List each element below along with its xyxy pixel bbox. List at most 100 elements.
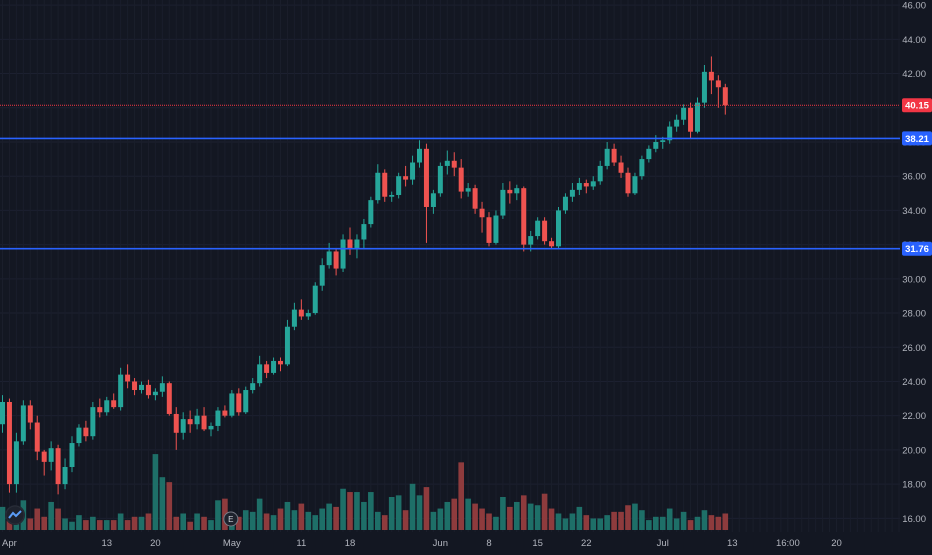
volume-bar — [590, 518, 597, 530]
candle-body — [326, 251, 332, 266]
earnings-marker-circle[interactable] — [223, 511, 239, 527]
volume-bar — [625, 505, 631, 530]
candle-body — [201, 415, 207, 430]
volume-bar — [416, 495, 423, 530]
candle-body — [145, 384, 151, 396]
volume-bar — [444, 501, 451, 530]
volume-bar — [507, 506, 513, 530]
volume-bar — [215, 500, 221, 530]
candle-body — [396, 176, 402, 196]
volume-bar — [368, 492, 374, 530]
time-axis[interactable]: Apr 13 20 May 11 18 Jun 8 15 22 Jul 13 16:00 20 — [0, 534, 932, 550]
volume-bar — [90, 516, 96, 530]
candle-body — [653, 141, 659, 149]
volume-bar — [618, 511, 624, 530]
candle-body — [76, 427, 82, 444]
candle-body — [305, 313, 311, 317]
price-tick-label: 36.00 — [902, 172, 926, 183]
price-tick-label: 44.00 — [902, 35, 926, 46]
volume-bar — [569, 513, 576, 530]
tradingview-logo-icon[interactable] — [5, 505, 25, 525]
candle-body — [250, 383, 256, 391]
candle-body — [583, 183, 589, 187]
candle-body — [674, 119, 680, 127]
candle-body — [41, 451, 47, 462]
volume-bar — [180, 513, 186, 530]
candle-body — [695, 102, 700, 132]
earnings-marker[interactable]: E — [223, 511, 239, 527]
time-axis-bg — [0, 534, 932, 550]
candle-body — [34, 422, 40, 452]
volume-bar — [388, 497, 395, 530]
price-tick-label: 16.00 — [902, 514, 926, 525]
volume-bar — [242, 510, 249, 530]
volume-bar — [333, 506, 339, 530]
candle-body — [83, 427, 89, 437]
candle-body — [535, 220, 541, 237]
candle-body — [152, 391, 158, 396]
candle-body — [423, 148, 429, 207]
candle-body — [187, 419, 193, 425]
price-axis[interactable]: 46.0044.0042.0040.0038.0036.0034.0032.00… — [900, 0, 932, 550]
candle-body — [500, 189, 506, 216]
volume-bar — [62, 518, 68, 530]
volume-bar — [291, 510, 298, 530]
volume-bar — [249, 511, 256, 530]
volume-bar — [527, 503, 534, 530]
candle-body — [27, 405, 33, 423]
volume-bar — [83, 520, 89, 530]
candle-body — [611, 148, 617, 163]
volume-bar — [263, 513, 270, 530]
volume-bar — [76, 515, 82, 530]
candle-body — [597, 165, 603, 182]
candle-body — [125, 374, 131, 382]
candle-body — [236, 393, 242, 413]
price-tick-label: 22.00 — [902, 411, 926, 422]
volume-bar — [194, 513, 200, 530]
price-tick-label: 46.00 — [902, 1, 926, 12]
candle-body — [229, 393, 235, 416]
candle-body — [576, 183, 582, 190]
candle-body — [48, 448, 54, 462]
volume-bar — [430, 511, 437, 530]
candle-body — [701, 71, 707, 103]
volume-bar — [673, 518, 680, 530]
candle-body — [222, 410, 228, 416]
candle-body — [243, 390, 249, 413]
candle-body — [20, 405, 26, 442]
candle-body — [458, 167, 464, 192]
volume-bar — [597, 518, 603, 530]
volume-bar — [298, 503, 305, 530]
candle-body — [639, 159, 645, 177]
candle-body — [444, 160, 450, 166]
price-tick-label: 42.00 — [902, 69, 926, 80]
volume-bar — [166, 482, 173, 530]
volume-bar — [715, 516, 722, 530]
candle-body — [437, 165, 443, 194]
candle-body — [69, 443, 75, 467]
volume-bar — [708, 515, 715, 530]
candle-body — [111, 400, 117, 408]
volume-bar — [639, 510, 645, 530]
volume-bar — [41, 516, 47, 530]
candle-body — [368, 200, 374, 225]
candle-body — [521, 188, 527, 245]
time-tick-label: 20 — [150, 538, 161, 549]
candle-body — [660, 140, 666, 142]
horizontal-levels[interactable] — [0, 104, 900, 250]
volume-bar — [423, 487, 430, 530]
volume-bar — [326, 503, 332, 530]
candle-body — [55, 448, 61, 485]
candle-body — [604, 148, 610, 166]
volume-bar — [208, 520, 214, 530]
candle-body — [632, 176, 638, 194]
volume-bar — [48, 501, 54, 530]
price-tick-label: 26.00 — [902, 343, 926, 354]
volume-bar — [375, 511, 381, 530]
candle-body — [271, 360, 277, 373]
candle-body — [403, 176, 409, 180]
volume-bar — [402, 510, 409, 530]
candle-body — [479, 208, 485, 218]
